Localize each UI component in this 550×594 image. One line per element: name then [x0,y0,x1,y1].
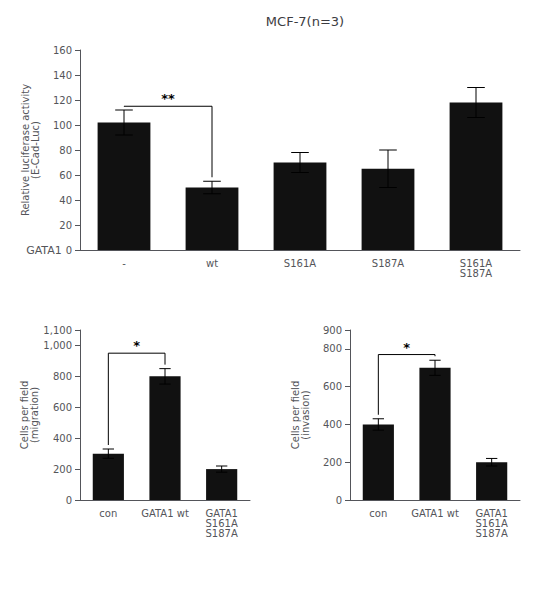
svg-text:-: - [122,258,126,269]
svg-text:800: 800 [53,371,72,382]
svg-text:GATA1: GATA1 [205,507,238,519]
svg-text:100: 100 [53,120,72,131]
svg-text:Relative luciferase activity: Relative luciferase activity [19,83,31,217]
svg-text:con: con [99,508,117,519]
svg-text:120: 120 [53,95,72,106]
svg-text:GATA1 wt: GATA1 wt [411,508,459,519]
svg-text:*: * [403,340,410,355]
svg-text:(migration): (migration) [29,387,40,443]
svg-text:S161A: S161A [284,258,316,269]
svg-text:400: 400 [323,419,342,430]
svg-text:400: 400 [53,433,72,444]
svg-text:200: 200 [323,457,342,468]
svg-text:800: 800 [323,343,342,354]
svg-text:GATA1: GATA1 [475,507,508,519]
svg-text:140: 140 [53,70,72,81]
svg-text:con: con [369,508,387,519]
svg-text:40: 40 [59,195,72,206]
svg-text:Cells per field: Cells per field [19,380,30,450]
svg-text:**: ** [161,91,175,106]
svg-text:60: 60 [59,170,72,181]
svg-text:S187A: S187A [476,528,508,539]
svg-text:(invasion): (invasion) [300,390,311,440]
svg-text:0: 0 [66,245,72,256]
svg-text:0: 0 [66,495,72,506]
svg-text:0: 0 [336,495,342,506]
svg-text:S161A: S161A [475,517,508,529]
svg-text:80: 80 [59,145,72,156]
svg-text:1,000: 1,000 [43,340,72,351]
svg-text:GATA1: GATA1 [26,244,62,257]
svg-text:wt: wt [206,258,218,269]
svg-text:S187A: S187A [372,258,404,269]
svg-text:1,100: 1,100 [43,325,72,336]
svg-text:GATA1 wt: GATA1 wt [141,508,189,519]
svg-text:S187A: S187A [460,268,492,279]
svg-text:900: 900 [323,325,342,336]
svg-text:S161A: S161A [205,517,238,529]
svg-text:600: 600 [323,381,342,392]
svg-text:200: 200 [53,464,72,475]
svg-text:S187A: S187A [206,528,238,539]
svg-text:600: 600 [53,402,72,413]
svg-text:160: 160 [53,45,72,56]
svg-text:MCF-7(n=3): MCF-7(n=3) [266,14,344,29]
svg-text:Cells per field: Cells per field [289,380,301,450]
svg-text:*: * [133,338,140,353]
svg-text:S161A: S161A [459,257,493,269]
svg-text:(E-Cad-Luc): (E-Cad-Luc) [30,121,41,179]
svg-text:20: 20 [59,220,72,231]
